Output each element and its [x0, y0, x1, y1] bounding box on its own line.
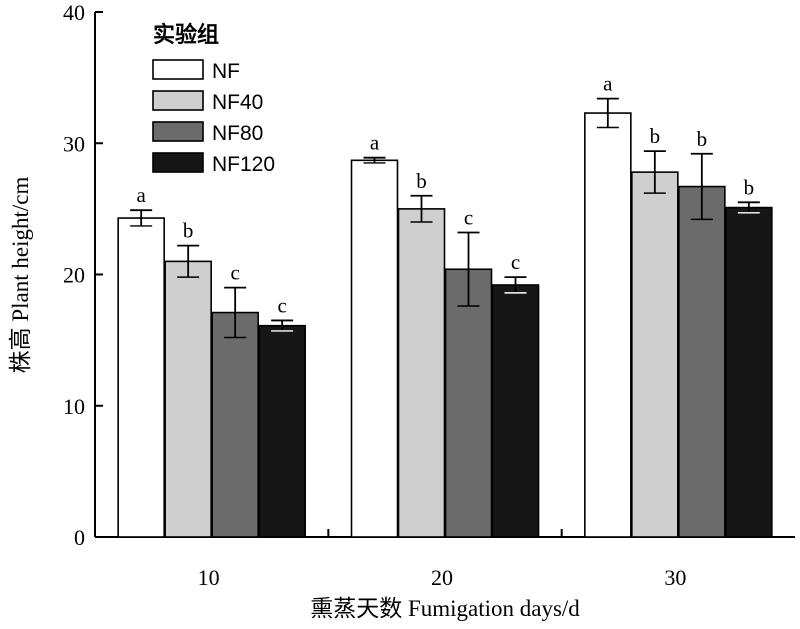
significance-label: b	[650, 124, 661, 148]
legend-label: NF	[212, 60, 240, 83]
y-tick-label: 10	[63, 394, 85, 419]
legend-swatch	[152, 121, 204, 142]
bar	[164, 260, 212, 538]
significance-label: b	[697, 127, 708, 151]
significance-label: c	[464, 206, 473, 230]
y-axis-label: 株高 Plant height/cm	[8, 177, 33, 374]
bar	[117, 217, 165, 538]
significance-label: c	[231, 261, 240, 285]
y-tick-label: 0	[74, 525, 85, 550]
bar	[444, 268, 493, 538]
bar	[258, 324, 306, 538]
x-tick-label: 20	[431, 565, 453, 590]
bar	[350, 159, 399, 538]
x-tick-label: 30	[664, 565, 686, 590]
significance-label: a	[603, 72, 613, 96]
bar	[491, 284, 540, 538]
significance-label: c	[278, 293, 287, 317]
bar	[397, 208, 446, 538]
legend-label: NF80	[212, 122, 263, 145]
significance-label: a	[137, 183, 147, 207]
y-tick-label: 30	[63, 131, 85, 156]
significance-label: b	[416, 169, 427, 193]
legend-label: NF120	[212, 153, 275, 176]
y-tick-label: 20	[63, 263, 85, 288]
x-axis-label: 熏蒸天数 Fumigation days/d	[310, 596, 580, 621]
bar	[725, 206, 773, 538]
significance-label: c	[511, 250, 520, 274]
bars: a b c c a b c c a b b b	[117, 72, 773, 538]
significance-label: b	[744, 175, 755, 199]
y-tick-label: 40	[63, 0, 85, 25]
bar	[631, 171, 679, 538]
bar	[584, 112, 632, 538]
legend-swatch	[152, 59, 204, 80]
significance-label: a	[370, 131, 380, 155]
legend: 实验组 NF NF40 NF80 NF120	[152, 22, 275, 176]
bar	[211, 311, 259, 538]
bar	[678, 185, 726, 538]
x-tick-label: 10	[198, 565, 220, 590]
legend-label: NF40	[212, 91, 263, 114]
significance-label: b	[183, 219, 194, 243]
legend-swatch	[152, 152, 204, 173]
legend-title: 实验组	[153, 22, 219, 48]
legend-swatch	[152, 90, 204, 111]
